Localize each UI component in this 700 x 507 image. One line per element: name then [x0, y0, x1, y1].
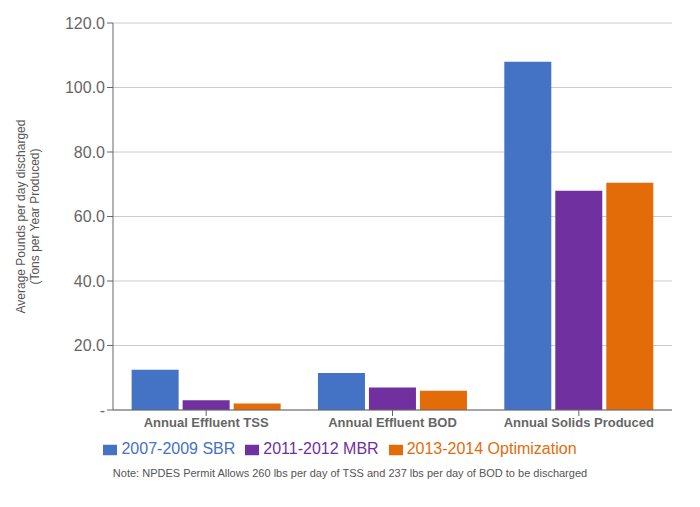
svg-text:100.0: 100.0	[65, 79, 105, 96]
svg-text:-: -	[100, 402, 105, 419]
svg-text:120.0: 120.0	[65, 15, 105, 32]
svg-text:80.0: 80.0	[74, 144, 105, 161]
svg-text:Annual Effluent BOD: Annual Effluent BOD	[328, 415, 457, 430]
html-text:2013-2014 Optimization: 2013-2014 Optimization	[406, 440, 577, 457]
html-text:2011-2012 MBR: 2011-2012 MBR	[263, 440, 379, 457]
svg-text:Annual Effluent TSS: Annual Effluent TSS	[144, 415, 269, 430]
svg-text:20.0: 20.0	[74, 337, 105, 354]
html-text:2007-2009 SBR: 2007-2009 SBR	[121, 440, 236, 457]
svg-text:Annual Solids Produced: Annual Solids Produced	[504, 415, 654, 430]
html-text:Note: NPDES Permit Allows 260: Note: NPDES Permit Allows 260 lbs per da…	[112, 467, 588, 479]
svg-text:60.0: 60.0	[74, 208, 105, 225]
svg-text:40.0: 40.0	[74, 273, 105, 290]
svg-text:Average Pounds per day dischar: Average Pounds per day discharged(Tons p…	[14, 120, 42, 314]
